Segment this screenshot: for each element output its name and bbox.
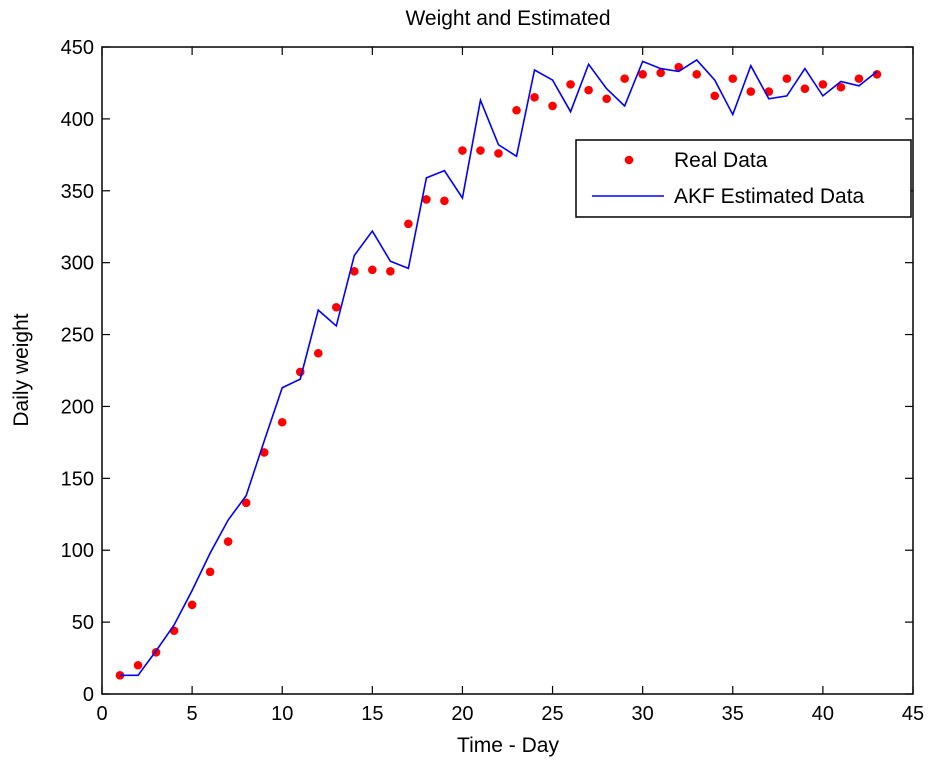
y-axis: 0 50 100 150 200 250 300 350 400 450 xyxy=(61,37,913,706)
legend-box xyxy=(575,139,912,218)
real-data-point xyxy=(638,70,647,79)
real-data-point xyxy=(223,537,233,546)
y-tick-label: 450 xyxy=(61,37,94,59)
real-data-point xyxy=(710,91,720,101)
legend-item: Real Data xyxy=(624,149,768,172)
y-tick-label: 100 xyxy=(61,540,94,562)
real-data-point xyxy=(350,266,359,276)
y-tick-label: 400 xyxy=(61,109,94,131)
x-tick-label: 45 xyxy=(902,703,924,725)
x-axis-title: Time - Day xyxy=(457,734,559,757)
legend-items: Real Data AKF Estimated Data xyxy=(592,149,865,208)
x-tick-label: 20 xyxy=(451,703,473,725)
x-tick-label: 25 xyxy=(541,703,563,725)
x-tick-label: 40 xyxy=(812,703,834,725)
real-data-point xyxy=(422,195,431,204)
x-tick-label: 5 xyxy=(187,703,198,725)
real-data-point xyxy=(530,93,539,102)
real-data-point xyxy=(476,146,485,155)
legend-label: Real Data xyxy=(674,149,768,172)
y-tick-label: 0 xyxy=(83,684,94,706)
real-data-point xyxy=(494,149,503,158)
y-tick-label: 250 xyxy=(61,325,94,347)
legend-marker-swatch xyxy=(624,155,634,165)
y-axis-title: Daily weight xyxy=(10,313,33,426)
real-data-point xyxy=(241,498,251,508)
real-data-point xyxy=(548,101,557,111)
x-tick-label: 0 xyxy=(96,703,107,725)
real-data-point xyxy=(854,74,864,83)
real-data-point xyxy=(656,68,665,78)
legend-label: AKF Estimated Data xyxy=(674,185,865,208)
y-tick-label: 150 xyxy=(61,468,94,490)
legend: Real Data AKF Estimated Data xyxy=(575,139,912,218)
real-data-point xyxy=(566,80,575,89)
series-scatter xyxy=(115,62,882,680)
real-data-point xyxy=(728,74,738,83)
real-data-point xyxy=(818,80,828,89)
y-tick-label: 50 xyxy=(72,612,94,634)
x-tick-label: 30 xyxy=(632,703,654,725)
real-data-point xyxy=(187,600,197,610)
real-data-point xyxy=(800,84,810,93)
x-tick-label: 35 xyxy=(722,703,744,725)
real-data-point xyxy=(584,85,593,95)
real-data-point xyxy=(133,660,143,670)
x-axis: 0 5 10 15 20 25 30 35 40 45 xyxy=(96,47,924,725)
real-data-point xyxy=(386,266,395,276)
real-data-point xyxy=(836,82,846,92)
real-data-point xyxy=(512,105,521,115)
real-data-point xyxy=(331,302,341,312)
chart-title: Weight and Estimated xyxy=(405,7,610,30)
real-data-point xyxy=(782,74,792,83)
real-data-point xyxy=(205,567,215,577)
real-data-point xyxy=(313,348,323,358)
plot-area: 0 5 10 15 20 25 30 35 40 45 0 50 100 150 200 250 300 350… xyxy=(61,37,925,725)
x-tick-label: 10 xyxy=(271,703,293,725)
real-data-point xyxy=(169,626,179,636)
real-data-point xyxy=(259,448,269,457)
real-data-point xyxy=(602,94,611,104)
real-data-point xyxy=(458,146,467,155)
y-tick-label: 200 xyxy=(61,396,94,418)
x-tick-label: 15 xyxy=(361,703,383,725)
real-data-point xyxy=(440,196,449,206)
estimated-data-line xyxy=(120,58,878,677)
series-line xyxy=(120,58,878,677)
real-data-point xyxy=(746,87,756,96)
real-data-point xyxy=(692,70,702,79)
legend-item: AKF Estimated Data xyxy=(592,185,865,208)
y-tick-label: 350 xyxy=(61,181,94,203)
real-data-point xyxy=(620,74,629,83)
real-data-point xyxy=(277,417,287,427)
plot-frame xyxy=(101,46,914,695)
series-layer xyxy=(115,58,882,680)
real-data-point xyxy=(404,219,413,229)
real-data-point xyxy=(368,265,377,275)
y-tick-label: 300 xyxy=(61,253,94,275)
